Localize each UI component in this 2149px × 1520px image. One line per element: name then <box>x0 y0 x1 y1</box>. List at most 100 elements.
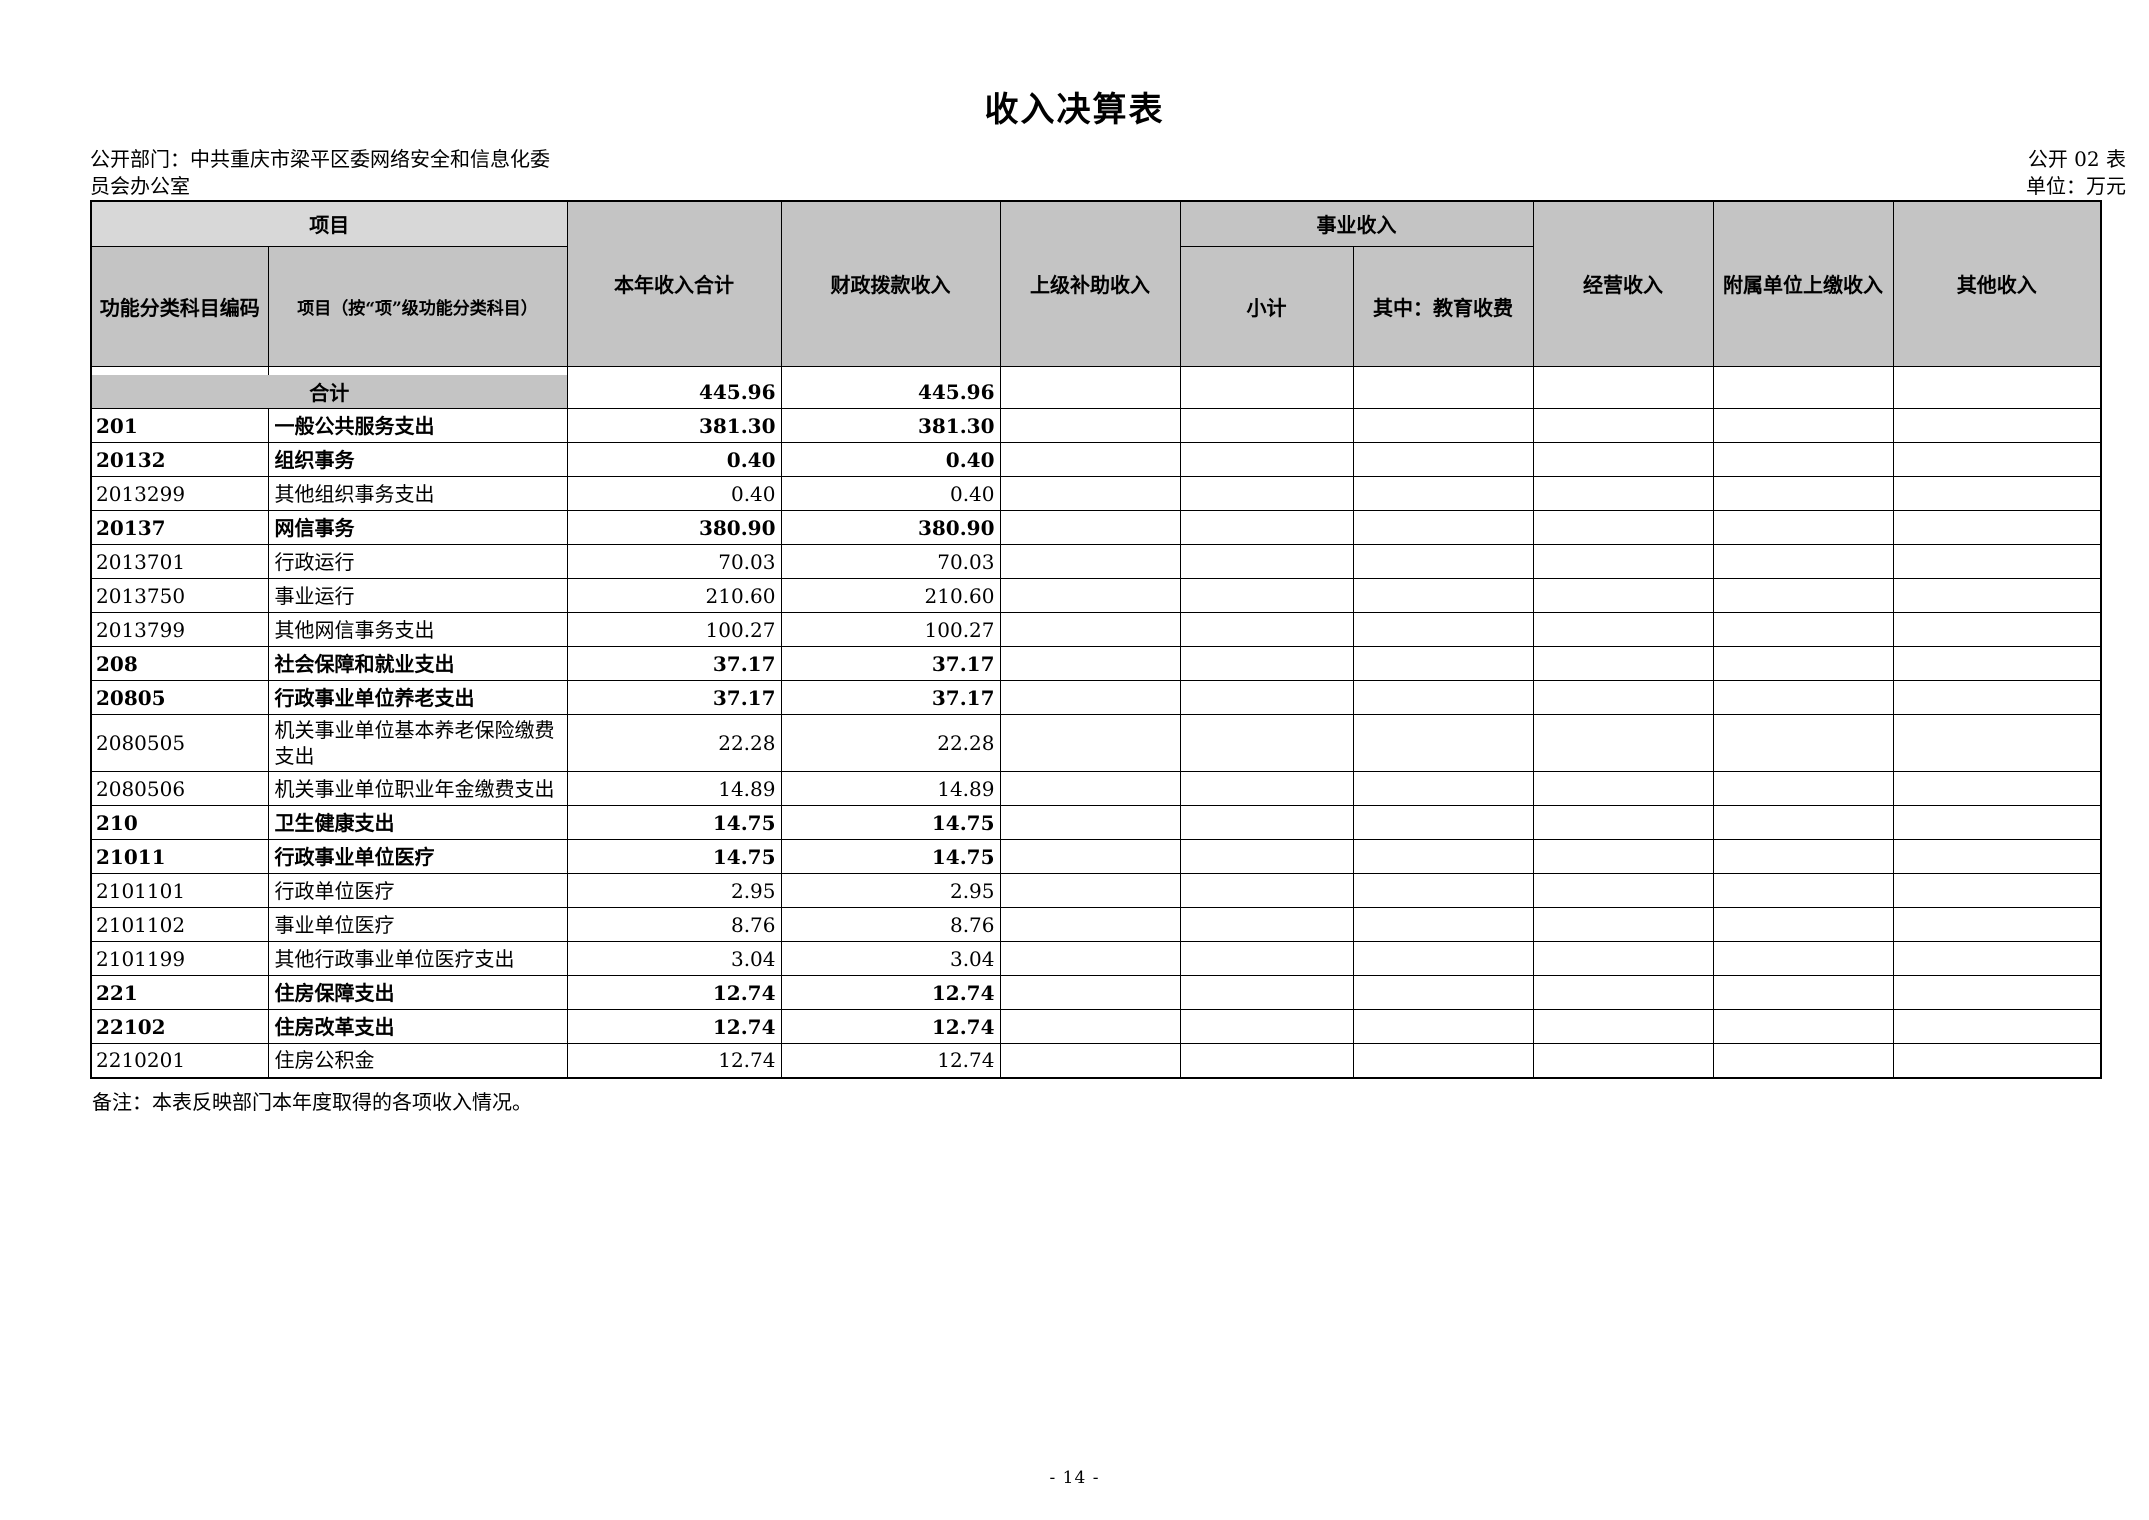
row-empty-cell <box>1712 1009 1894 1044</box>
table-row: 208 社会保障和就业支出 37.17 37.17 <box>90 646 2102 681</box>
row-empty-cell <box>1892 805 2102 840</box>
row-empty-cell <box>1892 680 2102 715</box>
row-empty-cell <box>999 907 1181 942</box>
table-row: 2013701 行政运行 70.03 70.03 <box>90 544 2102 579</box>
row-empty-cell <box>1532 578 1714 613</box>
row-empty-cell <box>1352 442 1534 477</box>
row-empty-cell <box>1352 476 1534 511</box>
row-value-cell: 14.89 <box>780 771 1001 806</box>
income-table-wrapper: 项目 本年收入合计 财政拨款收入 上级补助收入 事业收入 经营收入 附属单位上缴… <box>90 200 2102 1079</box>
row-item-cell: 事业运行 <box>267 578 568 613</box>
row-code-cell: 2101199 <box>90 941 269 976</box>
row-empty-cell <box>1532 408 1714 443</box>
row-empty-cell <box>1352 680 1534 715</box>
row-empty-cell <box>1532 1009 1714 1044</box>
table-code-label: 公开 02 表 <box>2027 147 2126 171</box>
row-item-cell: 住房公积金 <box>267 1043 568 1078</box>
row-item-cell: 住房改革支出 <box>267 1009 568 1044</box>
row-empty-cell <box>1892 476 2102 511</box>
table-row: 201 一般公共服务支出 381.30 381.30 <box>90 408 2102 443</box>
row-empty-cell <box>999 510 1181 545</box>
row-item-cell: 社会保障和就业支出 <box>267 646 568 681</box>
row-value-cell: 14.75 <box>780 839 1001 874</box>
row-item-cell: 行政单位医疗 <box>267 873 568 908</box>
row-value-cell: 12.74 <box>566 1009 782 1044</box>
header-operating-income: 经营收入 <box>1532 200 1714 367</box>
row-empty-cell <box>1352 771 1534 806</box>
row-empty-cell <box>1532 975 1714 1010</box>
table-row: 2080506 机关事业单位职业年金缴费支出 14.89 14.89 <box>90 771 2102 806</box>
row-empty-cell <box>1532 375 1714 409</box>
row-empty-cell <box>1352 578 1534 613</box>
row-empty-cell <box>1892 714 2102 772</box>
row-empty-cell <box>1712 941 1894 976</box>
row-empty-cell <box>1352 375 1534 409</box>
row-empty-cell <box>1532 442 1714 477</box>
header-item-group: 项目 <box>90 200 568 247</box>
row-value-cell: 12.74 <box>566 975 782 1010</box>
row-empty-cell <box>1892 646 2102 681</box>
row-empty-cell <box>1352 408 1534 443</box>
row-code-cell: 20137 <box>90 510 269 545</box>
row-empty-cell <box>1712 544 1894 579</box>
row-code-cell: 201 <box>90 408 269 443</box>
header-fiscal-appropriation-income: 财政拨款收入 <box>780 200 1001 367</box>
row-empty-cell <box>1712 476 1894 511</box>
row-empty-cell <box>1179 578 1354 613</box>
row-item-cell: 一般公共服务支出 <box>267 408 568 443</box>
row-empty-cell <box>1712 975 1894 1010</box>
row-empty-cell <box>1712 839 1894 874</box>
row-value-cell: 8.76 <box>566 907 782 942</box>
row-empty-cell <box>999 544 1181 579</box>
row-empty-cell <box>1712 805 1894 840</box>
row-code-cell: 2013750 <box>90 578 269 613</box>
row-value-cell: 37.17 <box>566 680 782 715</box>
header-total-income: 本年收入合计 <box>566 200 782 367</box>
row-empty-cell <box>1712 408 1894 443</box>
row-empty-cell <box>1892 873 2102 908</box>
row-value-cell: 100.27 <box>780 612 1001 647</box>
row-value-cell: 8.76 <box>780 907 1001 942</box>
row-item-cell: 网信事务 <box>267 510 568 545</box>
row-value-cell: 0.40 <box>566 476 782 511</box>
row-item-cell: 住房保障支出 <box>267 975 568 1010</box>
row-empty-cell <box>1712 510 1894 545</box>
row-empty-cell <box>1352 510 1534 545</box>
row-empty-cell <box>1712 578 1894 613</box>
row-empty-cell <box>1352 612 1534 647</box>
row-empty-cell <box>1712 680 1894 715</box>
row-empty-cell <box>1532 714 1714 772</box>
row-value-cell: 210.60 <box>780 578 1001 613</box>
row-value-cell: 22.28 <box>780 714 1001 772</box>
header-other-income: 其他收入 <box>1892 200 2102 367</box>
page-number: - 14 - <box>1049 1468 1100 1488</box>
row-empty-cell <box>1352 805 1534 840</box>
row-empty-cell <box>1179 408 1354 443</box>
row-item-cell: 其他网信事务支出 <box>267 612 568 647</box>
header-education-fees: 其中：教育收费 <box>1352 245 1534 367</box>
table-row: 210 卫生健康支出 14.75 14.75 <box>90 805 2102 840</box>
row-empty-cell <box>1532 839 1714 874</box>
row-code-cell: 22102 <box>90 1009 269 1044</box>
row-code-cell: 2101102 <box>90 907 269 942</box>
table-row: 20805 行政事业单位养老支出 37.17 37.17 <box>90 680 2102 715</box>
header-business-income-group: 事业收入 <box>1179 200 1534 247</box>
table-body: 合计 445.96 445.96 201 一般公共服务支出 381.30 381.30 201… <box>90 365 2102 1078</box>
total-row-label: 合计 <box>90 375 568 409</box>
table-meta: 公开 02 表 单位：万元 <box>2026 146 2126 200</box>
row-value-cell: 12.74 <box>780 975 1001 1010</box>
row-empty-cell <box>1892 1043 2102 1078</box>
row-code-cell: 210 <box>90 805 269 840</box>
row-empty-cell <box>1179 839 1354 874</box>
row-empty-cell <box>1892 771 2102 806</box>
row-empty-cell <box>1892 1009 2102 1044</box>
row-item-cell: 卫生健康支出 <box>267 805 568 840</box>
row-empty-cell <box>1712 646 1894 681</box>
row-empty-cell <box>1532 680 1714 715</box>
row-empty-cell <box>1352 646 1534 681</box>
row-empty-cell <box>1179 714 1354 772</box>
row-empty-cell <box>1179 771 1354 806</box>
row-empty-cell <box>1712 771 1894 806</box>
row-empty-cell <box>1892 442 2102 477</box>
header-subtotal: 小计 <box>1179 245 1354 367</box>
